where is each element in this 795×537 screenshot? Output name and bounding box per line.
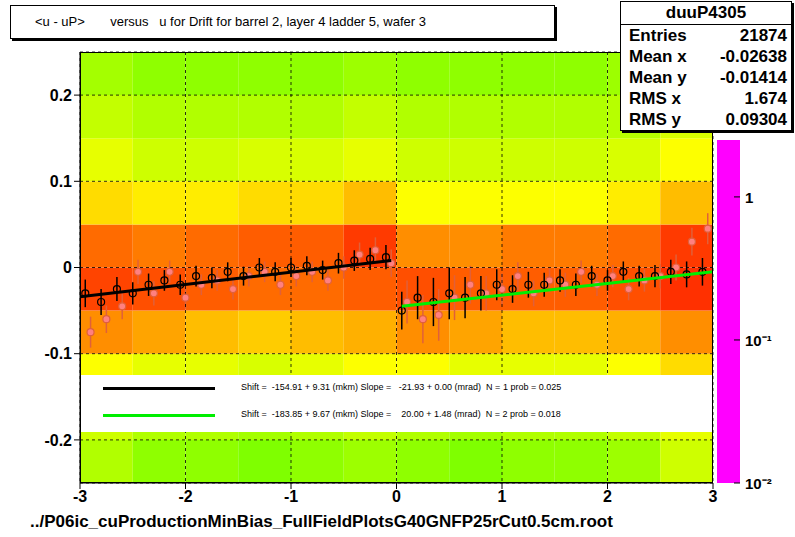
html-text:-0.02638: -0.02638: [719, 47, 787, 66]
html-text:-0.01414: -0.01414: [719, 68, 787, 87]
html-text:<u - uP> versus u for Drift fo: <u - uP> versus u for Drift for barrel 2…: [35, 14, 426, 29]
html-text:RMS x: RMS x: [629, 89, 681, 108]
svg-text:10⁻²: 10⁻²: [745, 475, 772, 492]
html-text:../P06ic_cuProductionMinBias_F: ../P06ic_cuProductionMinBias_FullFieldPl…: [30, 512, 613, 531]
html-text:Entries: Entries: [629, 26, 687, 45]
svg-text:0.1: 0.1: [50, 173, 72, 190]
svg-text:-0.2: -0.2: [44, 432, 72, 449]
html-text:21874: 21874: [739, 26, 787, 45]
svg-text:-1: -1: [284, 488, 298, 505]
svg-text:1: 1: [498, 488, 507, 505]
svg-text:-2: -2: [178, 488, 192, 505]
svg-text:-3: -3: [73, 488, 87, 505]
svg-text:-0.1: -0.1: [44, 345, 72, 362]
svg-text:0.2: 0.2: [50, 87, 72, 104]
svg-text:0: 0: [63, 259, 72, 276]
svg-text:2: 2: [603, 488, 612, 505]
html-text:Mean x: Mean x: [629, 47, 687, 66]
html-text:Shift = -183.85 + 9.67 (mkm) S: Shift = -183.85 + 9.67 (mkm) Slope = 20.…: [241, 409, 561, 419]
html-text:duuP4305: duuP4305: [665, 3, 747, 22]
html-text:1.674: 1.674: [744, 89, 787, 108]
html-text:RMS y: RMS y: [629, 110, 681, 129]
svg-text:10⁻¹: 10⁻¹: [745, 332, 772, 349]
html-text:Mean y: Mean y: [629, 68, 687, 87]
svg-text:0: 0: [392, 488, 401, 505]
html-text:Shift = -154.91 + 9.31 (mkm) S: Shift = -154.91 + 9.31 (mkm) Slope = -21…: [241, 382, 562, 392]
svg-text:3: 3: [709, 488, 718, 505]
svg-text:1: 1: [745, 189, 753, 206]
html-text:0.09304: 0.09304: [725, 110, 787, 129]
